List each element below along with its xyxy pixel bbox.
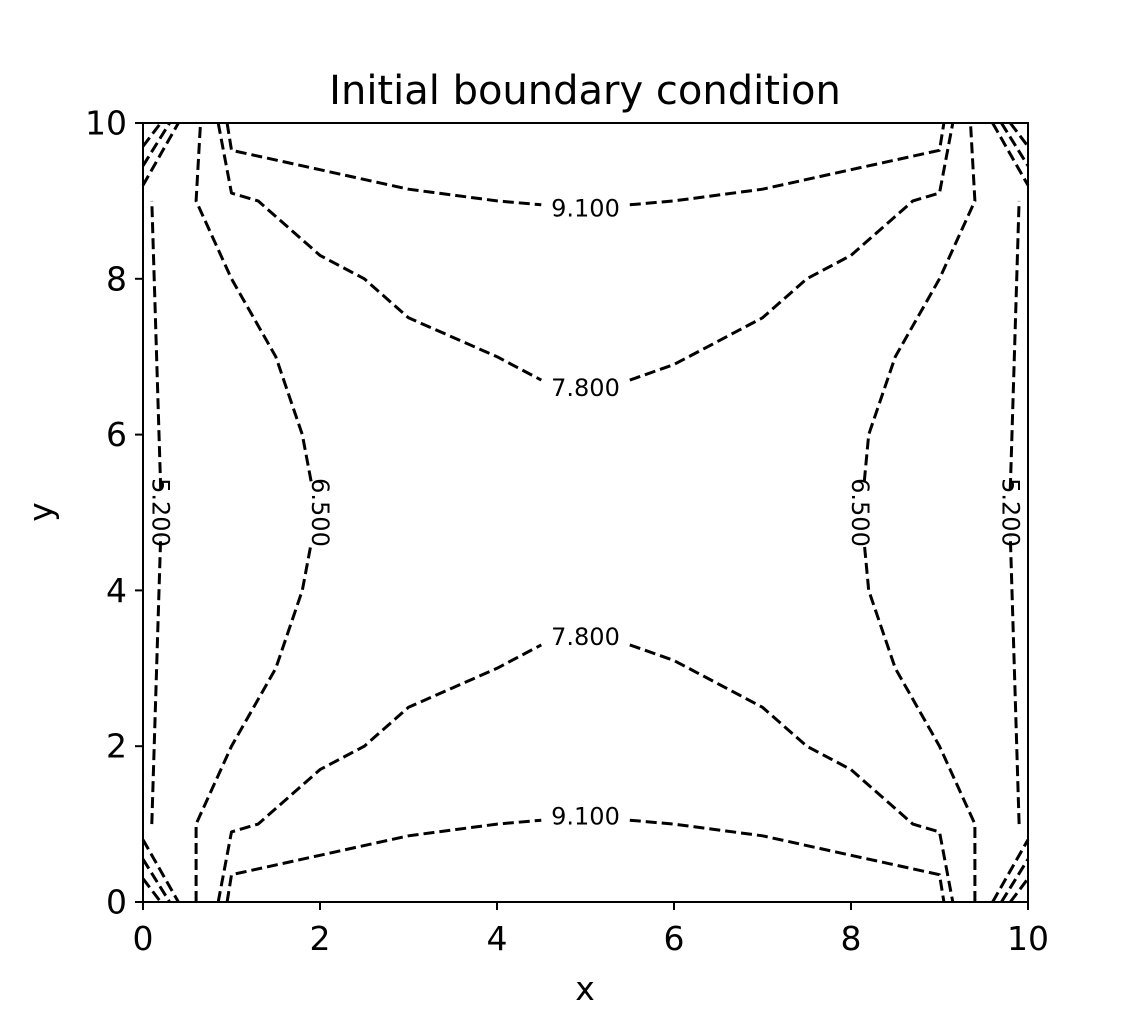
contour-line-7.800-1 [629,643,955,903]
y-tick-label-3: 6 [106,415,127,454]
contour-line-6.500-0 [194,543,313,902]
chart-title: Initial boundary condition [329,68,841,114]
contour-line-6.500-2 [862,543,977,902]
contour-lines [141,122,1030,903]
contour-line-9.100-3 [629,122,946,207]
contour-line-7.800-0 [216,643,543,903]
contour-line-7.800-2 [216,122,543,382]
contour-line-6.500-1 [194,122,313,482]
x-tick-label-2: 4 [487,919,508,958]
corner-contour-line-1 [141,858,171,903]
contour-line-6.500-3 [862,122,977,482]
corner-contour-line-6 [991,838,1030,903]
corner-contour-line-0 [141,838,180,903]
corner-contour-line-7 [1000,858,1030,903]
x-tick-label-0: 0 [133,919,154,958]
contour-label-5.200-0: 5.200 [147,478,175,547]
contour-line-5.200-0 [150,535,163,825]
corner-contour-line-9 [991,122,1030,187]
contour-label-5.200-1: 5.200 [996,478,1024,547]
x-tick-label-3: 6 [664,919,685,958]
y-tick-label-4: 8 [106,259,127,298]
contour-label-6.500-0: 6.500 [306,478,334,547]
corner-contour-line-8 [1009,877,1030,903]
x-tick-label-5: 10 [1007,919,1049,958]
corner-contour-line-10 [1000,122,1030,167]
corner-contour-line-4 [141,122,171,167]
y-tick-label-0: 0 [106,883,127,922]
contour-label-7.800-0: 7.800 [551,623,620,651]
plot-frame [142,122,1029,903]
y-tick-label-5: 10 [85,104,127,143]
x-tick-label-4: 8 [841,919,862,958]
x-axis-label: x [575,969,595,1008]
contour-line-9.100-1 [629,818,946,903]
contour-label-9.100-0: 9.100 [551,802,620,830]
corner-contour-line-3 [141,122,180,187]
contour-line-5.200-2 [1008,535,1021,825]
y-tick-label-2: 4 [106,571,127,610]
corner-contour-line-2 [141,877,162,903]
contour-line-9.100-0 [225,818,542,903]
y-axis-label: y [21,502,60,522]
contour-line-5.200-3 [1008,200,1021,490]
contour-label-6.500-1: 6.500 [846,478,874,547]
contour-line-7.800-3 [629,122,955,382]
contour-label-7.800-1: 7.800 [551,374,620,402]
axis-ticks: 0 2 4 6 8 10 0 2 4 6 8 10 [85,104,1049,959]
corner-contour-line-11 [1009,122,1030,148]
corner-contour-line-5 [141,122,162,148]
y-tick-label-1: 2 [106,727,127,766]
contour-label-9.100-1: 9.100 [551,195,620,223]
contour-line-9.100-2 [225,122,542,207]
x-tick-label-1: 2 [310,919,331,958]
contour-line-5.200-1 [150,200,163,490]
contour-labels: 5.200 5.200 6.500 6.500 7.800 7.800 9.100 9.100 [147,195,1025,831]
